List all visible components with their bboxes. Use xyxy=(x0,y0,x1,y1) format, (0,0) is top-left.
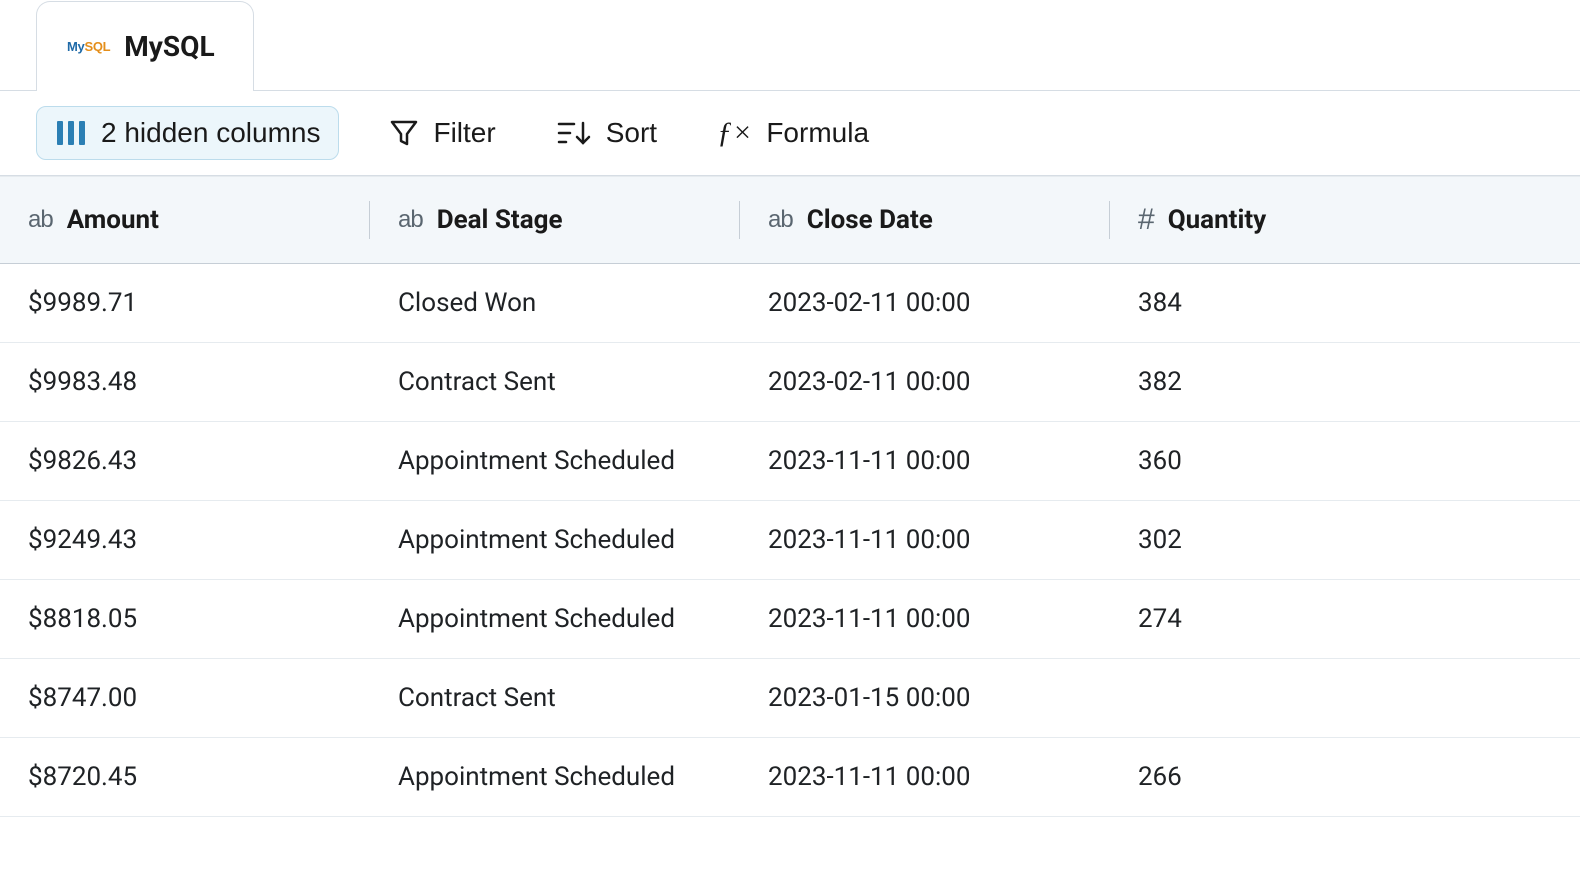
cell-deal_stage: Contract Sent xyxy=(370,659,740,737)
tab-mysql[interactable]: MySQL MySQL xyxy=(36,1,254,91)
column-header-deal_stage[interactable]: ab Deal Stage xyxy=(370,179,740,261)
cell-deal_stage: Appointment Scheduled xyxy=(370,422,740,500)
formula-label: Formula xyxy=(766,117,869,149)
column-header-label: Amount xyxy=(67,205,159,235)
cell-quantity: 274 xyxy=(1110,580,1580,658)
cell-close_date: 2023-02-11 00:00 xyxy=(740,264,1110,342)
filter-label: Filter xyxy=(433,117,495,149)
cell-amount: $8818.05 xyxy=(0,580,370,658)
cell-amount: $9249.43 xyxy=(0,501,370,579)
sort-button[interactable]: Sort xyxy=(546,109,667,157)
number-type-icon: # xyxy=(1138,203,1154,237)
column-header-amount[interactable]: ab Amount xyxy=(0,179,370,261)
cell-close_date: 2023-11-11 00:00 xyxy=(740,422,1110,500)
table-row[interactable]: $8818.05Appointment Scheduled2023-11-11 … xyxy=(0,580,1580,659)
formula-button[interactable]: ƒ× Formula xyxy=(707,108,879,158)
cell-deal_stage: Closed Won xyxy=(370,264,740,342)
cell-close_date: 2023-11-11 00:00 xyxy=(740,738,1110,816)
table-row[interactable]: $9983.48Contract Sent2023-02-11 00:00382 xyxy=(0,343,1580,422)
column-header-label: Deal Stage xyxy=(437,205,563,235)
cell-amount: $8747.00 xyxy=(0,659,370,737)
column-header-close_date[interactable]: ab Close Date xyxy=(740,179,1110,261)
text-type-icon: ab xyxy=(768,206,793,234)
sort-icon xyxy=(556,118,592,148)
mysql-logo-my: My xyxy=(67,39,84,54)
column-header-label: Close Date xyxy=(807,205,933,235)
cell-amount: $8720.45 xyxy=(0,738,370,816)
table-row[interactable]: $9826.43Appointment Scheduled2023-11-11 … xyxy=(0,422,1580,501)
cell-amount: $9983.48 xyxy=(0,343,370,421)
cell-amount: $9989.71 xyxy=(0,264,370,342)
columns-icon xyxy=(55,119,87,147)
cell-quantity: 360 xyxy=(1110,422,1580,500)
cell-deal_stage: Contract Sent xyxy=(370,343,740,421)
cell-close_date: 2023-11-11 00:00 xyxy=(740,580,1110,658)
cell-quantity: 266 xyxy=(1110,738,1580,816)
cell-close_date: 2023-11-11 00:00 xyxy=(740,501,1110,579)
cell-amount: $9826.43 xyxy=(0,422,370,500)
cell-deal_stage: Appointment Scheduled xyxy=(370,738,740,816)
table-row[interactable]: $9989.71Closed Won2023-02-11 00:00384 xyxy=(0,264,1580,343)
table-header: ab Amount ab Deal Stage ab Close Date # Quantit… xyxy=(0,176,1580,264)
text-type-icon: ab xyxy=(28,206,53,234)
hidden-columns-label: 2 hidden columns xyxy=(101,117,320,149)
text-type-icon: ab xyxy=(398,206,423,234)
cell-quantity: 382 xyxy=(1110,343,1580,421)
filter-button[interactable]: Filter xyxy=(379,109,505,157)
cell-deal_stage: Appointment Scheduled xyxy=(370,580,740,658)
sort-label: Sort xyxy=(606,117,657,149)
mysql-logo-icon: MySQL xyxy=(67,40,110,53)
column-header-quantity[interactable]: # Quantity xyxy=(1110,177,1580,263)
column-header-label: Quantity xyxy=(1168,205,1267,235)
data-table: ab Amount ab Deal Stage ab Close Date # Quantit… xyxy=(0,176,1580,817)
cell-deal_stage: Appointment Scheduled xyxy=(370,501,740,579)
filter-icon xyxy=(389,118,419,148)
tab-bar: MySQL MySQL xyxy=(0,0,1580,91)
formula-icon: ƒ× xyxy=(717,116,752,150)
cell-close_date: 2023-02-11 00:00 xyxy=(740,343,1110,421)
cell-quantity: 384 xyxy=(1110,264,1580,342)
cell-quantity: 302 xyxy=(1110,501,1580,579)
table-row[interactable]: $8720.45Appointment Scheduled2023-11-11 … xyxy=(0,738,1580,817)
cell-quantity xyxy=(1110,674,1580,722)
table-body: $9989.71Closed Won2023-02-11 00:00384$99… xyxy=(0,264,1580,817)
mysql-logo-sql: SQL xyxy=(84,39,110,54)
hidden-columns-button[interactable]: 2 hidden columns xyxy=(36,106,339,160)
tab-label: MySQL xyxy=(124,30,214,63)
table-row[interactable]: $8747.00Contract Sent2023-01-15 00:00 xyxy=(0,659,1580,738)
cell-close_date: 2023-01-15 00:00 xyxy=(740,659,1110,737)
toolbar: 2 hidden columns Filter Sort ƒ× Formula xyxy=(0,91,1580,176)
table-row[interactable]: $9249.43Appointment Scheduled2023-11-11 … xyxy=(0,501,1580,580)
